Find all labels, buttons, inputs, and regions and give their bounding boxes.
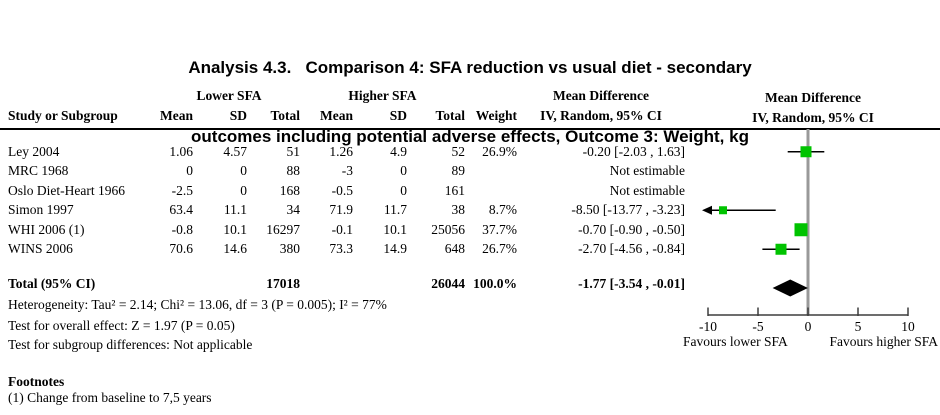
ci-text: -2.70 [-4.56 , -0.84]: [578, 241, 685, 257]
table-row: WHI 2006 (1) -0.8 10.1 16297 -0.1 10.1 2…: [8, 220, 685, 240]
table-row: Ley 2004 1.06 4.57 51 1.26 4.9 52 26.9% …: [8, 142, 685, 162]
axis-tick-label: -5: [752, 319, 764, 334]
total-ci-text: -1.77 [-3.54 , -0.01]: [578, 275, 685, 291]
plot-header-line2: IV, Random, 95% CI: [752, 110, 874, 125]
effect-column-subheader: IV, Random, 95% CI: [540, 108, 662, 123]
subgroup-test: Test for subgroup differences: Not appli…: [8, 337, 253, 352]
column-header-mean-lower: Mean: [160, 108, 193, 123]
axis-tick-label: 0: [804, 319, 812, 334]
table-row: MRC 1968 0 0 88 -3 0 89 Not estimable: [8, 162, 685, 182]
favours-right-label: Favours higher SFA: [829, 334, 938, 349]
analysis-title-line2: outcomes including potential adverse eff…: [191, 127, 749, 146]
column-header-sd-higher: SD: [389, 108, 407, 123]
study-label: Oslo Diet-Heart 1966: [8, 182, 125, 198]
total-n-higher: 26044: [431, 275, 465, 291]
study-label: WHI 2006 (1): [8, 221, 85, 237]
heterogeneity-stats: Heterogeneity: Tau² = 2.14; Chi² = 13.06…: [8, 297, 387, 312]
study-label: Simon 1997: [8, 202, 74, 218]
analysis-title: Analysis 4.3. Comparison 4: SFA reductio…: [0, 10, 940, 171]
footnotes-heading: Footnotes: [8, 374, 65, 389]
ci-text: Not estimable: [609, 182, 685, 198]
column-header-weight: Weight: [475, 108, 517, 123]
group-header-lower-sfa: Lower SFA: [196, 88, 262, 103]
table-row: Simon 1997 63.4 11.1 34 71.9 11.7 38 8.7…: [8, 201, 685, 221]
plot-column-header: Mean Difference IV, Random, 95% CI: [710, 88, 916, 128]
ci-text: -0.70 [-0.90 , -0.50]: [578, 221, 685, 237]
overall-effect-test: Test for overall effect: Z = 1.97 (P = 0…: [8, 318, 235, 333]
table-row: Oslo Diet-Heart 1966 -2.5 0 168 -0.5 0 1…: [8, 181, 685, 201]
total-row: Total (95% CI) 17018 26044 100.0% -1.77 …: [8, 274, 685, 294]
total-weight: 100.0%: [473, 275, 517, 291]
ci-text: -0.20 [-2.03 , 1.63]: [582, 143, 685, 159]
study-rows: Ley 2004 1.06 4.57 51 1.26 4.9 52 26.9% …: [8, 142, 685, 259]
axis-tick-label: 5: [854, 319, 862, 334]
axis-tick-label: -10: [699, 319, 717, 334]
plot-header-line1: Mean Difference: [764, 90, 862, 105]
ci-text: -8.50 [-13.77 , -3.23]: [571, 202, 685, 218]
group-header-higher-sfa: Higher SFA: [348, 88, 417, 103]
table-header: Lower SFA Higher SFA Mean Difference Stu…: [8, 86, 685, 126]
header-separator-line: [0, 128, 940, 130]
ci-text: Not estimable: [609, 163, 685, 179]
column-header-mean-higher: Mean: [320, 108, 353, 123]
study-label: Ley 2004: [8, 143, 60, 159]
study-label: WINS 2006: [8, 241, 73, 257]
column-header-total-higher: Total: [435, 108, 465, 123]
column-header-sd-lower: SD: [229, 108, 247, 123]
analysis-title-line1: Analysis 4.3. Comparison 4: SFA reductio…: [188, 58, 752, 77]
axis-tick-label: 10: [901, 319, 915, 334]
study-label: MRC 1968: [8, 163, 69, 179]
table-row: WINS 2006 70.6 14.6 380 73.3 14.9 648 26…: [8, 240, 685, 260]
column-header-total-lower: Total: [270, 108, 300, 123]
column-header-study: Study or Subgroup: [8, 108, 118, 123]
favours-left-label: Favours lower SFA: [683, 334, 788, 349]
total-label: Total (95% CI): [8, 275, 96, 291]
effect-column-header: Mean Difference: [552, 88, 650, 103]
total-n-lower: 17018: [266, 275, 300, 291]
footnote-1: (1) Change from baseline to 7,5 years: [8, 390, 212, 405]
